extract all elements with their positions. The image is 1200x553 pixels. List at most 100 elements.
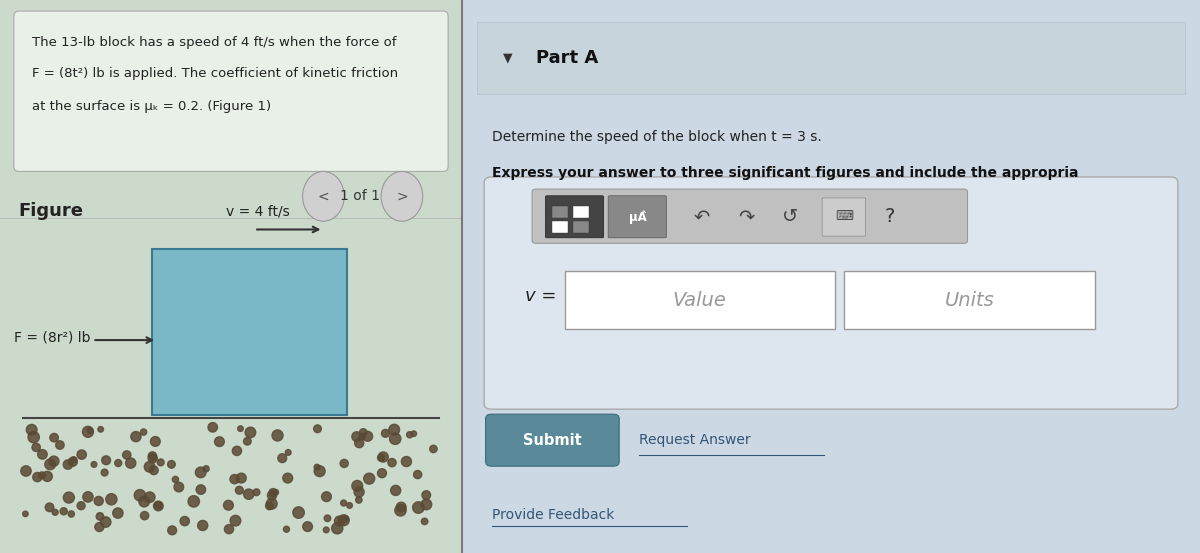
- Text: Provide Feedback: Provide Feedback: [492, 508, 614, 523]
- Point: [54, 507, 73, 516]
- Point: [17, 467, 36, 476]
- Point: [191, 485, 210, 494]
- Point: [358, 432, 377, 441]
- Text: F = (8t²) lb is applied. The coefficient of kinetic friction: F = (8t²) lb is applied. The coefficient…: [32, 67, 398, 81]
- Point: [16, 509, 35, 518]
- FancyBboxPatch shape: [476, 22, 1186, 94]
- Bar: [152, 249, 347, 415]
- Point: [268, 431, 287, 440]
- Point: [373, 452, 392, 461]
- Point: [46, 508, 65, 517]
- Point: [409, 503, 428, 512]
- Point: [347, 432, 366, 441]
- Point: [22, 425, 41, 434]
- Point: [65, 455, 84, 464]
- Point: [307, 463, 326, 472]
- Point: [108, 509, 127, 518]
- Point: [210, 437, 229, 446]
- Point: [72, 450, 91, 459]
- Point: [32, 450, 52, 459]
- Point: [191, 468, 210, 477]
- Point: [184, 497, 203, 506]
- Point: [353, 432, 372, 441]
- Text: <: <: [318, 189, 329, 204]
- Point: [334, 499, 353, 508]
- Text: 1 of 1: 1 of 1: [341, 189, 380, 204]
- Point: [354, 428, 373, 437]
- Point: [278, 473, 298, 482]
- Point: [28, 473, 47, 482]
- Point: [289, 508, 308, 517]
- Point: [134, 427, 154, 436]
- Point: [26, 443, 46, 452]
- FancyBboxPatch shape: [545, 196, 604, 238]
- Point: [162, 526, 181, 535]
- Point: [197, 465, 216, 473]
- Text: The 13-lb block has a speed of 4 ft/s when the force of: The 13-lb block has a speed of 4 ft/s wh…: [32, 36, 397, 49]
- Point: [59, 460, 78, 469]
- Point: [298, 522, 317, 531]
- Point: [415, 517, 434, 526]
- Point: [59, 493, 78, 502]
- Point: [61, 509, 80, 518]
- Point: [24, 433, 43, 442]
- Point: [131, 491, 150, 500]
- Bar: [572, 206, 589, 218]
- Point: [360, 474, 379, 483]
- Point: [308, 424, 328, 433]
- Text: ?: ?: [884, 207, 895, 226]
- FancyBboxPatch shape: [14, 11, 448, 171]
- Point: [334, 516, 353, 525]
- Text: v =: v =: [524, 287, 557, 305]
- Point: [41, 460, 60, 469]
- Point: [335, 459, 354, 468]
- Text: ⌨: ⌨: [835, 210, 853, 223]
- Point: [349, 495, 368, 504]
- Point: [229, 486, 248, 495]
- Point: [72, 501, 91, 510]
- Point: [400, 430, 419, 439]
- Point: [260, 502, 280, 510]
- Point: [262, 499, 281, 508]
- Point: [385, 425, 404, 434]
- FancyBboxPatch shape: [484, 177, 1178, 409]
- Text: Value: Value: [673, 291, 726, 310]
- Point: [149, 502, 168, 510]
- Point: [203, 423, 222, 432]
- Point: [78, 427, 97, 436]
- Point: [118, 451, 137, 460]
- Point: [383, 458, 402, 467]
- Point: [386, 486, 406, 495]
- Point: [220, 525, 239, 534]
- Point: [348, 482, 367, 491]
- Point: [277, 525, 296, 534]
- Point: [238, 437, 257, 446]
- Point: [224, 474, 244, 483]
- Point: [140, 462, 160, 471]
- Point: [247, 488, 266, 497]
- FancyBboxPatch shape: [822, 198, 865, 236]
- Circle shape: [382, 171, 422, 221]
- Text: ↶: ↶: [694, 207, 710, 226]
- Point: [328, 524, 347, 533]
- Point: [397, 457, 416, 466]
- Point: [278, 448, 298, 457]
- Point: [126, 432, 145, 441]
- Point: [80, 426, 100, 435]
- Circle shape: [302, 171, 344, 221]
- Point: [144, 466, 163, 474]
- Point: [102, 495, 121, 504]
- Text: Figure: Figure: [18, 202, 84, 220]
- Point: [84, 460, 103, 469]
- Point: [310, 467, 329, 476]
- Point: [263, 491, 282, 500]
- Point: [175, 517, 194, 525]
- Text: Request Answer: Request Answer: [640, 433, 751, 447]
- Point: [317, 525, 336, 534]
- Polygon shape: [462, 0, 1200, 553]
- Point: [96, 456, 115, 465]
- Point: [404, 429, 424, 438]
- Point: [96, 518, 115, 526]
- Point: [227, 446, 246, 455]
- Point: [239, 490, 258, 499]
